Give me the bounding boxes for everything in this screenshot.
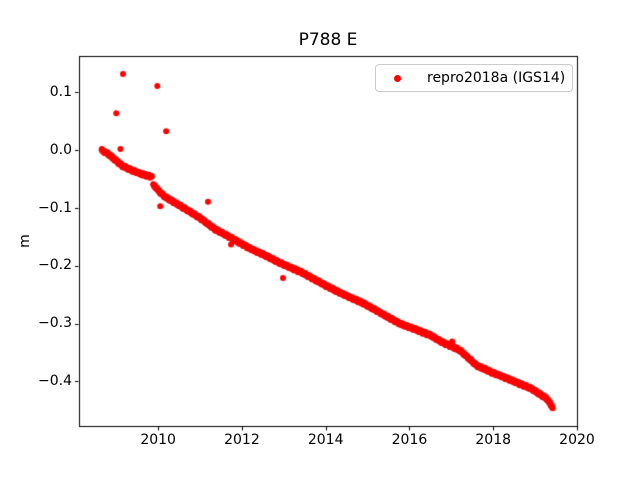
y-tick-label: −0.2 — [38, 257, 72, 274]
x-tick-label: 2016 — [391, 432, 428, 448]
y-tick-label: −0.1 — [38, 199, 72, 216]
y-tick-label: −0.4 — [38, 372, 72, 389]
x-tick-label: 2018 — [475, 432, 512, 448]
y-tick-label: 0.0 — [49, 141, 72, 158]
x-tick-label: 2010 — [140, 432, 176, 448]
plot-title: P788 E — [298, 30, 358, 50]
x-tick-label: 2012 — [224, 432, 260, 448]
y-axis-label: m — [17, 234, 33, 248]
x-tick-label: 2020 — [559, 432, 595, 448]
legend-marker-dot-icon — [394, 74, 401, 82]
y-tick-label: 0.1 — [49, 83, 72, 100]
y-tick-label: −0.3 — [38, 315, 72, 332]
legend: repro2018a (IGS14) — [375, 64, 573, 92]
x-tick-label: 2014 — [307, 432, 344, 448]
legend-label: repro2018a (IGS14) — [427, 70, 566, 86]
